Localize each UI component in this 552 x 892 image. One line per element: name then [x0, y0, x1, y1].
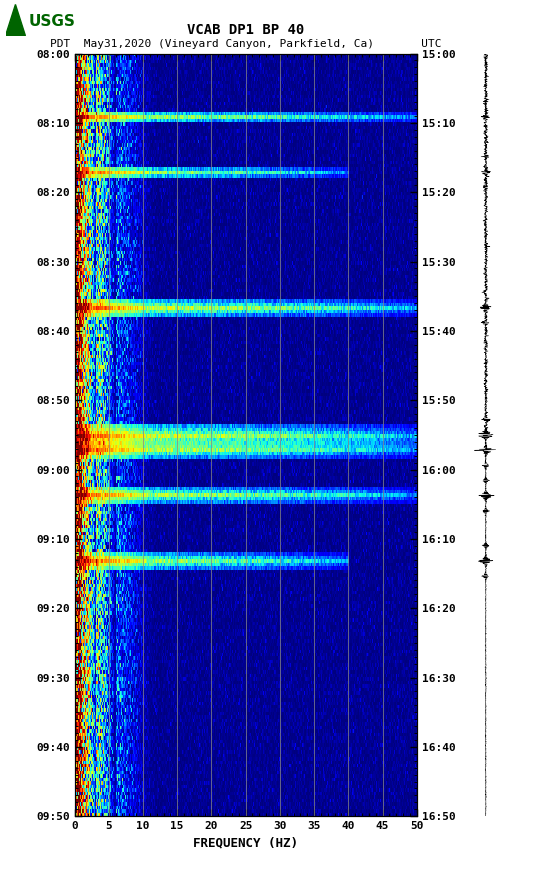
- Text: USGS: USGS: [29, 14, 76, 29]
- X-axis label: FREQUENCY (HZ): FREQUENCY (HZ): [193, 837, 298, 849]
- Text: PDT  May31,2020 (Vineyard Canyon, Parkfield, Ca)       UTC: PDT May31,2020 (Vineyard Canyon, Parkfie…: [50, 39, 442, 49]
- Polygon shape: [6, 4, 25, 36]
- Text: VCAB DP1 BP 40: VCAB DP1 BP 40: [187, 23, 304, 37]
